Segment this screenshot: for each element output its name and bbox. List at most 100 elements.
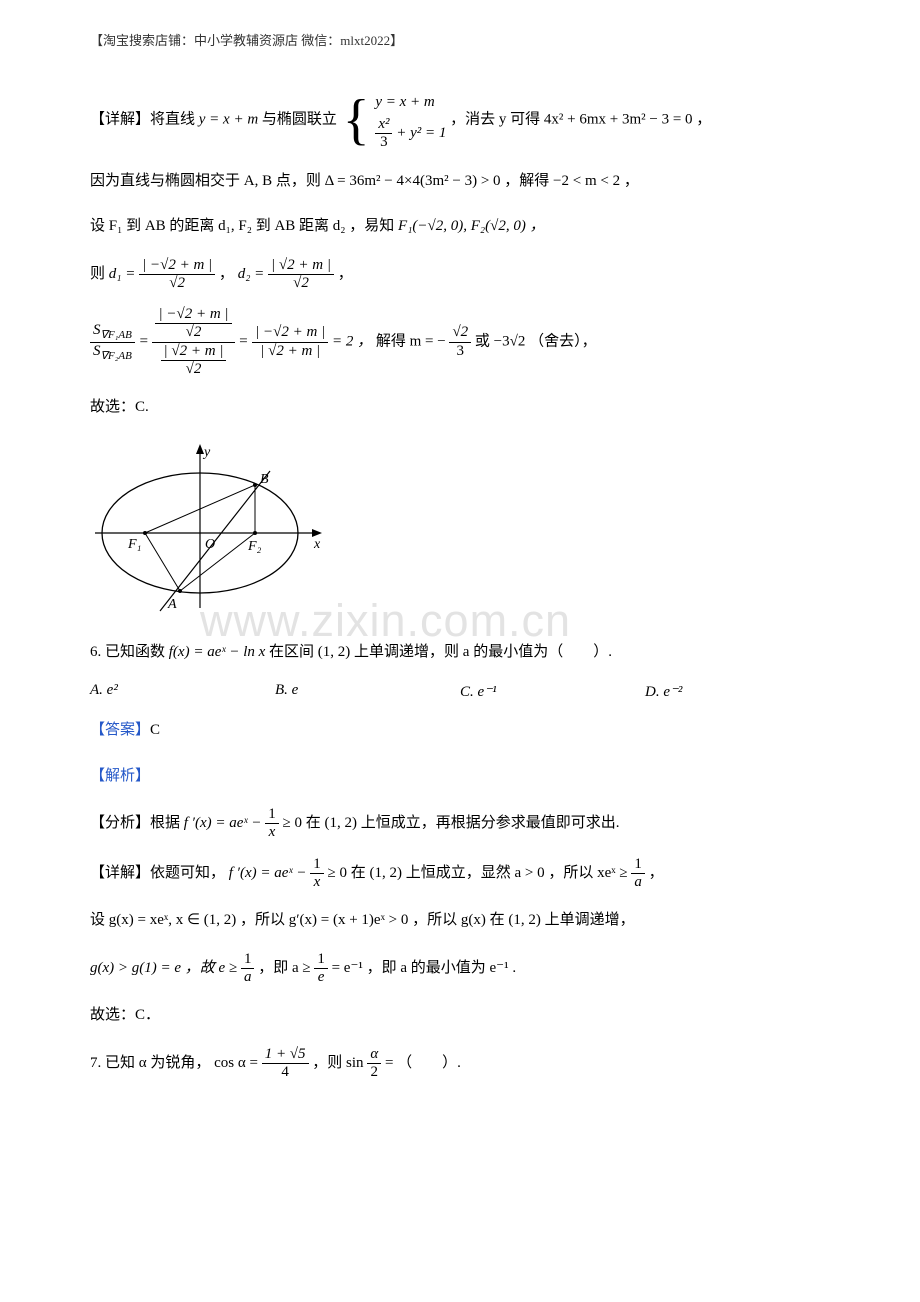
page-content: 【淘宝搜索店铺：中小学教辅资源店 微信：mlxt2022】 【详解】将直线 y … (90, 30, 830, 1081)
text: ， (219, 266, 238, 282)
eq: f(x) = aeˣ − ln x (169, 644, 266, 660)
sys-row1: y = x + m (375, 89, 446, 116)
num: 1 (310, 856, 324, 874)
n: | −√2 + m | (155, 306, 231, 324)
p6-fx: 【分析】根据 f ′(x) = aeˣ − 1 x ≥ 0 在 (1, 2) 上… (90, 806, 830, 842)
ratio-rhs: | −√2 + m | | √2 + m | (252, 324, 328, 360)
text: ≥ 0 在 (1, 2) 上恒成立，显然 a > 0 ，所以 xeˣ ≥ (328, 865, 632, 881)
text: = （ ）. (385, 1055, 461, 1071)
den: S∇F₂AB (90, 343, 135, 363)
eq2: = 2 ， (332, 333, 372, 349)
frac: 1 x (310, 856, 324, 892)
answer-label: 【答案】 (90, 722, 150, 738)
p6-final: g(x) > g(1) = e ，故 e ≥ 1 a ，即 a ≥ 1 e = … (90, 951, 830, 987)
den: 3 (449, 343, 471, 360)
equation-system: y = x + m x² 3 + y² = 1 (375, 89, 446, 152)
den: 3 (375, 134, 392, 151)
eq: f ′(x) = aeˣ − (184, 815, 265, 831)
den: | √2 + m | √2 (152, 343, 234, 379)
p5-line2: 因为直线与椭圆相交于 A, B 点，则 Δ = 36m² − 4×4(3m² −… (90, 166, 830, 198)
num: 1 (265, 806, 279, 824)
text: ，则 sin (312, 1055, 367, 1071)
den: x (310, 874, 324, 891)
text: = e⁻¹ ，即 a 的最小值为 e⁻¹ . (332, 960, 517, 976)
p6-answer: 【答案】C (90, 715, 830, 747)
num: | √2 + m | (268, 257, 334, 275)
text: 6. 已知函数 (90, 644, 169, 660)
eq: = (238, 333, 252, 349)
num: √2 (449, 324, 471, 342)
brace-icon: { (343, 98, 370, 143)
frac2: α 2 (367, 1046, 381, 1082)
p6-stem: 6. 已知函数 f(x) = aeˣ − ln x 在区间 (1, 2) 上单调… (90, 637, 830, 669)
frac: x² 3 (375, 116, 392, 152)
p6-detail: 【详解】依题可知， f ′(x) = aeˣ − 1 x ≥ 0 在 (1, 2… (90, 856, 830, 892)
p7-stem: 7. 已知 α 为锐角， cos α = 1 + √5 4 ，则 sin α 2… (90, 1046, 830, 1082)
num: 1 + √5 (262, 1046, 309, 1064)
d: √2 (161, 361, 227, 378)
option-a: A. e² (90, 682, 275, 701)
num: | −√2 + m | √2 (152, 306, 234, 343)
num: α (367, 1046, 381, 1064)
text: 7. 已知 α 为锐角， cos α = (90, 1055, 262, 1071)
ratio-lhs: S∇F₁AB S∇F₂AB (90, 322, 135, 362)
n: | √2 + m | (161, 343, 227, 361)
num: | −√2 + m | (252, 324, 328, 342)
option-d: D. e⁻² (645, 682, 830, 701)
x-label: x (313, 537, 321, 552)
den: | √2 + m | (252, 343, 328, 360)
sys-row2: x² 3 + y² = 1 (375, 116, 446, 152)
p5-detail-1: 【详解】将直线 y = x + m 与椭圆联立 { y = x + m x² 3… (90, 89, 830, 152)
eq: = (139, 333, 153, 349)
frac: 1 x (265, 806, 279, 842)
option-c: C. e⁻¹ (460, 682, 645, 701)
den: x (265, 824, 279, 841)
d: √2 (155, 324, 231, 341)
num: | −√2 + m | (139, 257, 215, 275)
frac-d1: | −√2 + m | √2 (139, 257, 215, 293)
eq: f ′(x) = aeˣ − (229, 865, 310, 881)
text: ， (338, 266, 353, 282)
text: 设 F₁ 到 AB 的距离 d₁, F₂ 到 AB 距离 d₂ ，易知 (90, 218, 398, 234)
text: 与椭圆联立 (262, 112, 337, 128)
den: a (241, 969, 255, 986)
d2: d₂ = (238, 266, 268, 282)
A-label: A (167, 597, 177, 612)
p6-options: A. e² B. e C. e⁻¹ D. e⁻² (90, 682, 830, 701)
text: 【详解】依题可知， (90, 865, 229, 881)
text: ≥ 0 在 (1, 2) 上恒成立，再根据分参求最值即可求出. (283, 815, 620, 831)
num: 1 (241, 951, 255, 969)
text: g(x) > g(1) = e ，故 e ≥ (90, 960, 241, 976)
text: 在区间 (1, 2) 上单调递增，则 a 的最小值为（ ）. (269, 644, 612, 660)
page-header: 【淘宝搜索店铺：中小学教辅资源店 微信：mlxt2022】 (90, 30, 830, 49)
den: 4 (262, 1064, 309, 1081)
subfrac: | −√2 + m | √2 (155, 306, 231, 342)
B-label: B (260, 472, 269, 487)
or: 或 −3√2 （舍去）， (475, 333, 597, 349)
num: S∇F₁AB (90, 322, 135, 343)
text: 则 (90, 266, 109, 282)
foci: F₁(−√2, 0), F₂(√2, 0) ， (398, 218, 545, 234)
den: 2 (367, 1064, 381, 1081)
num: 1 (631, 856, 645, 874)
p6-g: 设 g(x) = xeˣ, x ∈ (1, 2) ，所以 g′(x) = (x … (90, 905, 830, 937)
frac-d2: | √2 + m | √2 (268, 257, 334, 293)
answer: C (150, 722, 160, 738)
subfrac: | √2 + m | √2 (161, 343, 227, 379)
y-label: y (202, 445, 211, 460)
den: √2 (268, 275, 334, 292)
p6-analysis-label: 【解析】 (90, 761, 830, 793)
d1: d₁ = (109, 266, 139, 282)
p5-ratio: S∇F₁AB S∇F₂AB = | −√2 + m | √2 | √2 + m … (90, 306, 830, 378)
text: ，消去 y 可得 4x² + 6mx + 3m² − 3 = 0 ， (450, 112, 711, 128)
frac2: 1 a (631, 856, 645, 892)
ellipse-figure: y x O F₁ F₂ A B (90, 438, 830, 623)
text: ， (649, 865, 664, 881)
F1-label: F₁ (127, 537, 141, 552)
p5-line4: 则 d₁ = | −√2 + m | √2 ， d₂ = | √2 + m | … (90, 257, 830, 293)
text: ，即 a ≥ (258, 960, 314, 976)
p6-conclude: 故选：C． (90, 1000, 830, 1032)
F2-label: F₂ (247, 539, 262, 554)
den: e (314, 969, 328, 986)
frac1: 1 a (241, 951, 255, 987)
